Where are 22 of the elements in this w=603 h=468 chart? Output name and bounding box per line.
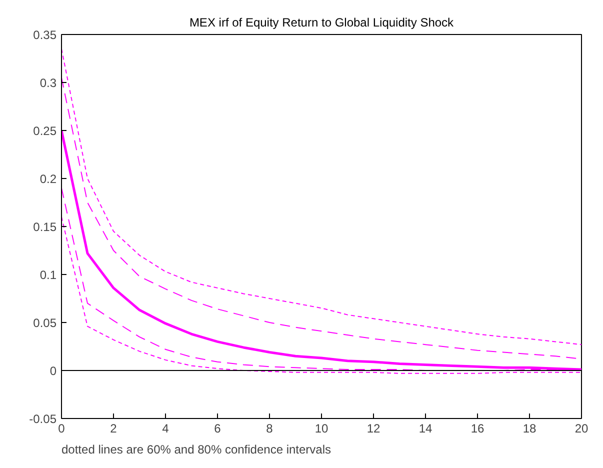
chart-title: MEX irf of Equity Return to Global Liquidity Shock [189,16,455,30]
x-tick-label: 8 [266,422,274,436]
x-tick-label: 14 [418,422,432,436]
x-tick-label: 16 [470,422,484,436]
text: dotted lines are 60% and 80% confidence intervals [62,442,332,456]
y-tick-label: -0.05 [29,412,57,426]
y-tick-label: 0.15 [33,220,57,234]
x-tick-label: 6 [214,422,222,436]
y-tick-label: 0.25 [33,124,57,138]
x-tick-label: 4 [162,422,170,436]
x-tick-label: 2 [110,422,118,436]
y-tick-label: 0.2 [40,172,57,186]
y-tick-label: 0.3 [40,76,57,90]
y-tick-label: 0.1 [40,268,57,282]
x-tick-label: 18 [522,422,536,436]
x-tick-label: 20 [574,422,588,436]
y-tick-label: 0.05 [33,316,57,330]
y-tick-label: 0 [50,364,57,378]
x-tick-label: 12 [366,422,380,436]
x-tick-label: 10 [314,422,328,436]
x-tick-label: 0 [58,422,66,436]
y-tick-label: 0.35 [33,28,57,42]
